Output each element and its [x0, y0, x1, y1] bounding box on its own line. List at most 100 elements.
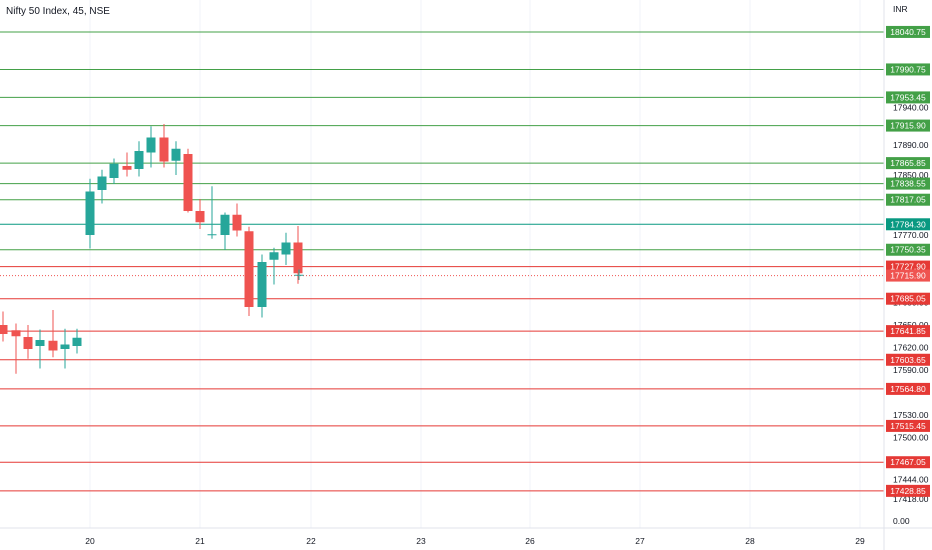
level-label-text: 17817.05 — [890, 195, 926, 205]
level-label-box-4 — [886, 157, 930, 170]
level-label-box-6 — [886, 193, 930, 206]
candle[interactable] — [11, 323, 21, 374]
candle-body — [85, 191, 95, 235]
level-label-box-14 — [886, 382, 930, 395]
level-label-box-1 — [886, 63, 930, 76]
level-label-text: 17784.30 — [890, 219, 926, 229]
candle-body — [11, 330, 21, 337]
y-tick-label: 0.00 — [893, 516, 910, 526]
candle-body — [232, 214, 242, 231]
candle-body — [109, 163, 119, 178]
candle-body — [134, 151, 144, 169]
x-tick-label: 26 — [525, 536, 535, 546]
price-levels — [0, 31, 884, 492]
level-label-box-2 — [886, 91, 930, 104]
x-tick-label: 21 — [195, 536, 205, 546]
candle[interactable] — [195, 199, 205, 229]
candle[interactable] — [146, 126, 156, 168]
level-label-text: 17564.80 — [890, 384, 926, 394]
level-label-text: 17715.90 — [890, 271, 926, 281]
y-tick-label: 17890.00 — [893, 140, 929, 150]
y-tick-label: 17530.00 — [893, 410, 929, 420]
candle[interactable] — [0, 311, 8, 342]
level-label-text: 17685.05 — [890, 294, 926, 304]
level-label-text: 17467.05 — [890, 457, 926, 467]
candle[interactable] — [281, 232, 291, 265]
level-label-box-8 — [886, 243, 930, 256]
grid-lines — [89, 0, 861, 528]
x-tick-label: 23 — [416, 536, 426, 546]
currency-label: INR — [893, 4, 908, 14]
candle[interactable] — [207, 186, 217, 239]
candle-body — [23, 337, 33, 349]
candle[interactable] — [159, 124, 169, 168]
candle[interactable] — [97, 169, 107, 204]
level-label-text: 17750.35 — [890, 245, 926, 255]
candle[interactable] — [294, 269, 304, 281]
x-tick-label: 29 — [855, 536, 865, 546]
time-axis[interactable]: 20 21 22 23 26 27 28 29 — [85, 536, 865, 546]
candle[interactable] — [85, 178, 95, 249]
level-label-text: 17915.90 — [890, 121, 926, 131]
level-label-text: 17428.85 — [890, 486, 926, 496]
candle-body — [220, 214, 230, 235]
level-label-text: 18040.75 — [890, 27, 926, 37]
level-label-text: 17990.75 — [890, 64, 926, 74]
level-label-box-17 — [886, 484, 930, 497]
candle-body — [244, 231, 254, 307]
candle[interactable] — [171, 141, 181, 175]
candle-body — [195, 211, 205, 223]
candle[interactable] — [23, 325, 33, 359]
candle[interactable] — [257, 254, 267, 318]
candle[interactable] — [122, 152, 132, 177]
candle-body — [293, 242, 303, 274]
candle[interactable] — [269, 247, 279, 285]
candle-body — [72, 337, 82, 346]
candle[interactable] — [220, 212, 230, 251]
candle[interactable] — [35, 329, 45, 369]
candle[interactable] — [48, 310, 58, 358]
y-tick-label: 17940.00 — [893, 103, 929, 113]
level-label-box-5 — [886, 177, 930, 190]
level-label-text: 17838.55 — [890, 179, 926, 189]
candle[interactable] — [109, 158, 119, 185]
level-label-box-10 — [886, 269, 930, 282]
candle-body — [60, 344, 70, 349]
y-tick-label: 17770.00 — [893, 230, 929, 240]
candle-body — [294, 274, 304, 276]
x-tick-label: 28 — [745, 536, 755, 546]
candle[interactable] — [60, 328, 70, 369]
candle[interactable] — [134, 141, 144, 177]
candle-body — [146, 137, 156, 153]
candle-body — [35, 340, 45, 346]
candle-body — [97, 176, 107, 190]
candle[interactable] — [293, 226, 303, 284]
level-label-box-13 — [886, 353, 930, 366]
candle[interactable] — [183, 148, 193, 213]
x-tick-label: 22 — [306, 536, 316, 546]
level-label-box-15 — [886, 419, 930, 432]
x-tick-label: 27 — [635, 536, 645, 546]
y-tick-label: 17418.00 — [893, 494, 929, 504]
y-tick-label: 17850.00 — [893, 170, 929, 180]
level-label-box-12 — [886, 325, 930, 338]
level-label-text: 17641.85 — [890, 326, 926, 336]
y-tick-label: 17650.00 — [893, 320, 929, 330]
level-label-box-16 — [886, 456, 930, 469]
candle[interactable] — [72, 328, 82, 354]
level-label-text: 17953.45 — [890, 92, 926, 102]
candle-body — [257, 262, 267, 307]
level-label-text: 17515.45 — [890, 421, 926, 431]
level-label-box-11 — [886, 292, 930, 305]
level-label-box-0 — [886, 25, 930, 38]
candle[interactable] — [244, 226, 254, 316]
candle[interactable] — [232, 203, 242, 237]
candle-body — [207, 234, 217, 236]
chart-title: Nifty 50 Index, 45, NSE — [6, 6, 110, 17]
candle-body — [183, 154, 193, 211]
y-tick-label: 17500.00 — [893, 433, 929, 443]
x-tick-label: 20 — [85, 536, 95, 546]
level-label-box-3 — [886, 119, 930, 132]
candle-body — [48, 340, 58, 351]
